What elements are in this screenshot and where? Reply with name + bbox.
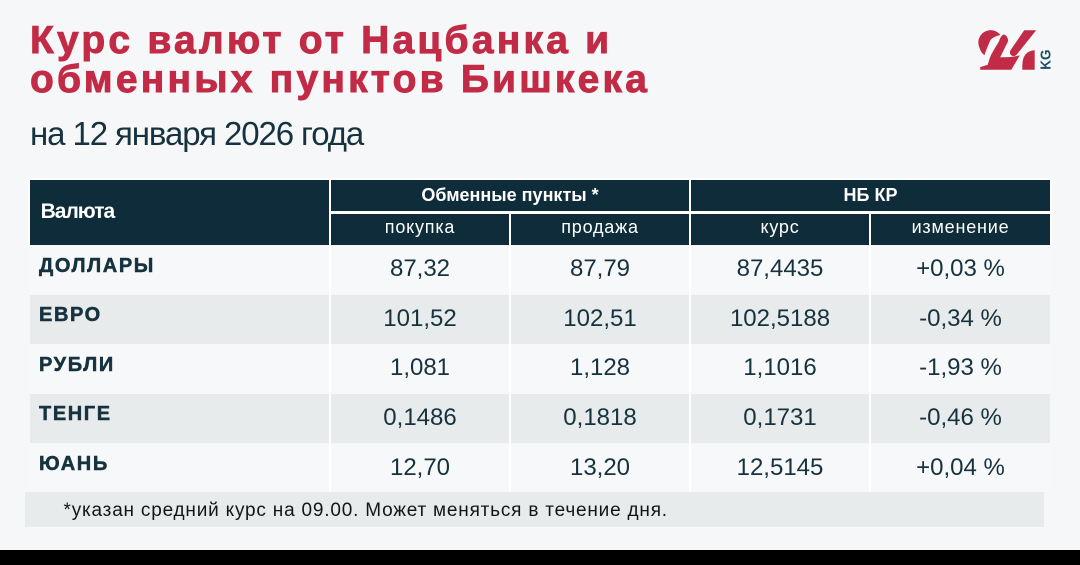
svg-text:KG: KG: [1038, 49, 1055, 69]
